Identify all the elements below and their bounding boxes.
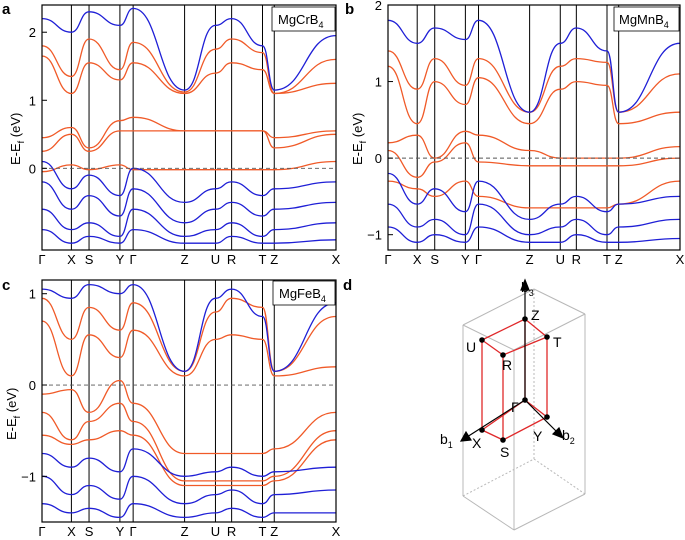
x-tick-label: U bbox=[556, 252, 565, 267]
x-tick-label: X bbox=[67, 252, 76, 267]
point-z bbox=[522, 316, 528, 322]
x-tick-label: X bbox=[67, 524, 76, 539]
x-tick-label: Z bbox=[181, 252, 189, 267]
panel-letter-c: c bbox=[2, 277, 10, 294]
y-tick-label: 1 bbox=[29, 93, 36, 108]
spin-up-band-0 bbox=[42, 298, 336, 371]
brillouin-zone-diagram: Z T U R Γ X S Y b3 b1 b2 bbox=[440, 279, 585, 530]
plot-frame bbox=[42, 5, 336, 250]
label-z: Z bbox=[531, 307, 540, 323]
plot-frame bbox=[388, 5, 680, 250]
x-tick-label: Y bbox=[116, 252, 125, 267]
x-tick-label: T bbox=[603, 252, 611, 267]
y-tick-label: 2 bbox=[29, 25, 36, 40]
y-axis-label: E-Ef (eV) bbox=[4, 388, 22, 440]
spin-up-band-0 bbox=[42, 39, 336, 94]
x-tick-label: Z bbox=[526, 252, 534, 267]
spin-up-band-3 bbox=[388, 143, 680, 178]
x-tick-label: Y bbox=[461, 252, 470, 267]
y-tick-label: −1 bbox=[21, 469, 36, 484]
x-tick-label: S bbox=[430, 252, 439, 267]
point-gamma bbox=[522, 397, 528, 403]
y-tick-label: 0 bbox=[29, 161, 36, 176]
spin-up-band-4 bbox=[388, 181, 680, 208]
legend-box: MgFeB4 bbox=[273, 281, 335, 305]
x-tick-label: X bbox=[332, 524, 341, 539]
x-tick-label: Z bbox=[615, 252, 623, 267]
label-s: S bbox=[500, 444, 509, 460]
spin-up-band-3 bbox=[42, 131, 336, 151]
legend-box: MgMnB4 bbox=[614, 7, 679, 31]
spin-up-band-2 bbox=[42, 117, 336, 148]
x-tick-label: Γ bbox=[130, 252, 137, 267]
x-tick-label: R bbox=[227, 252, 236, 267]
point-t bbox=[544, 334, 550, 340]
reciprocal-cell-box bbox=[463, 289, 585, 530]
y-axis-label: E-Ef (eV) bbox=[350, 113, 368, 165]
spin-up-band-2 bbox=[388, 131, 680, 158]
panel-letter-a: a bbox=[2, 1, 11, 18]
x-tick-label: Z bbox=[181, 524, 189, 539]
x-tick-label: Γ bbox=[38, 252, 45, 267]
x-tick-label: U bbox=[211, 524, 220, 539]
y-tick-label: 0 bbox=[29, 378, 36, 393]
spin-up-band-1 bbox=[42, 321, 336, 376]
point-u bbox=[479, 337, 485, 343]
x-tick-label: Γ bbox=[384, 252, 391, 267]
x-tick-label: Y bbox=[116, 524, 125, 539]
label-r: R bbox=[502, 357, 512, 373]
y-tick-label: −1 bbox=[367, 228, 382, 243]
panel-letter-d: d bbox=[343, 277, 352, 294]
x-tick-label: Z bbox=[270, 252, 278, 267]
y-tick-label: 2 bbox=[375, 0, 382, 13]
point-y bbox=[544, 414, 550, 420]
x-tick-label: X bbox=[676, 252, 685, 267]
x-tick-label: S bbox=[85, 252, 94, 267]
spin-up-band-3 bbox=[42, 403, 336, 481]
y-axis-label: E-Ef (eV) bbox=[8, 113, 26, 165]
y-tick-label: 0 bbox=[375, 151, 382, 166]
point-s bbox=[500, 437, 506, 443]
spin-up-band-1 bbox=[388, 66, 680, 123]
x-tick-label: T bbox=[259, 524, 267, 539]
x-tick-label: R bbox=[572, 252, 581, 267]
y-tick-label: 1 bbox=[375, 75, 382, 90]
x-tick-label: T bbox=[259, 252, 267, 267]
x-tick-label: S bbox=[85, 524, 94, 539]
x-tick-label: Γ bbox=[130, 524, 137, 539]
label-x: X bbox=[472, 435, 482, 451]
label-u: U bbox=[466, 339, 476, 355]
label-y: Y bbox=[533, 428, 543, 444]
label-gamma: Γ bbox=[511, 399, 519, 415]
label-b1: b1 bbox=[440, 431, 453, 450]
label-t: T bbox=[553, 334, 562, 350]
x-tick-label: Γ bbox=[38, 524, 45, 539]
spin-up-band-2 bbox=[42, 381, 336, 454]
spin-down-band-8 bbox=[42, 504, 336, 518]
panel-letter-b: b bbox=[345, 1, 354, 18]
x-tick-label: X bbox=[413, 252, 422, 267]
y-tick-label: 1 bbox=[29, 287, 36, 302]
x-tick-label: U bbox=[211, 252, 220, 267]
x-tick-label: R bbox=[227, 524, 236, 539]
x-tick-label: Γ bbox=[475, 252, 482, 267]
spin-up-band-4 bbox=[42, 162, 336, 172]
x-tick-label: X bbox=[332, 252, 341, 267]
point-x bbox=[479, 427, 485, 433]
spin-down-band-5 bbox=[388, 20, 680, 112]
x-tick-label: Z bbox=[270, 524, 278, 539]
label-b2: b2 bbox=[562, 427, 575, 446]
legend-box: MgCrB4 bbox=[272, 7, 335, 31]
